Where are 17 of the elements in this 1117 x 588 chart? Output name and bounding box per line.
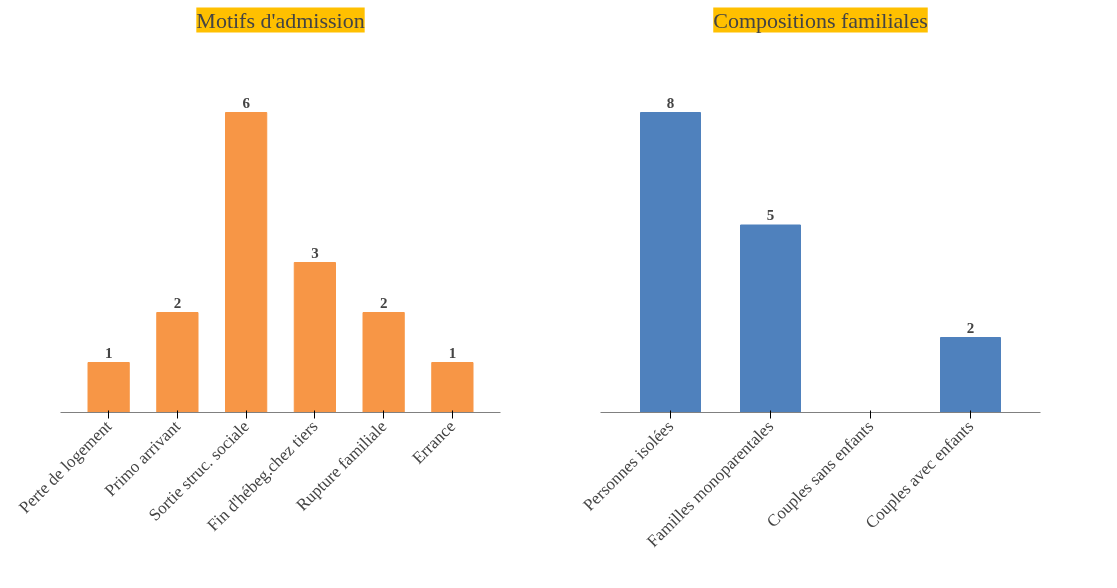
data-label: 2 — [966, 319, 975, 336]
data-label: 3 — [311, 244, 319, 261]
chart-title: Compositions familiales — [713, 7, 928, 33]
bar — [156, 312, 199, 413]
data-label: 2 — [379, 294, 388, 311]
data-label: 2 — [173, 294, 182, 311]
chart-title: Motifs d'admission — [196, 7, 365, 33]
bar — [293, 262, 336, 413]
data-label: 5 — [766, 207, 775, 223]
data-label: 1 — [448, 344, 457, 361]
data-label: 6 — [242, 94, 251, 111]
data-label: 1 — [104, 344, 113, 361]
bar — [225, 112, 268, 413]
bar — [87, 362, 130, 413]
data-label: 8 — [666, 94, 675, 111]
bar — [431, 362, 474, 413]
bar — [362, 312, 405, 413]
